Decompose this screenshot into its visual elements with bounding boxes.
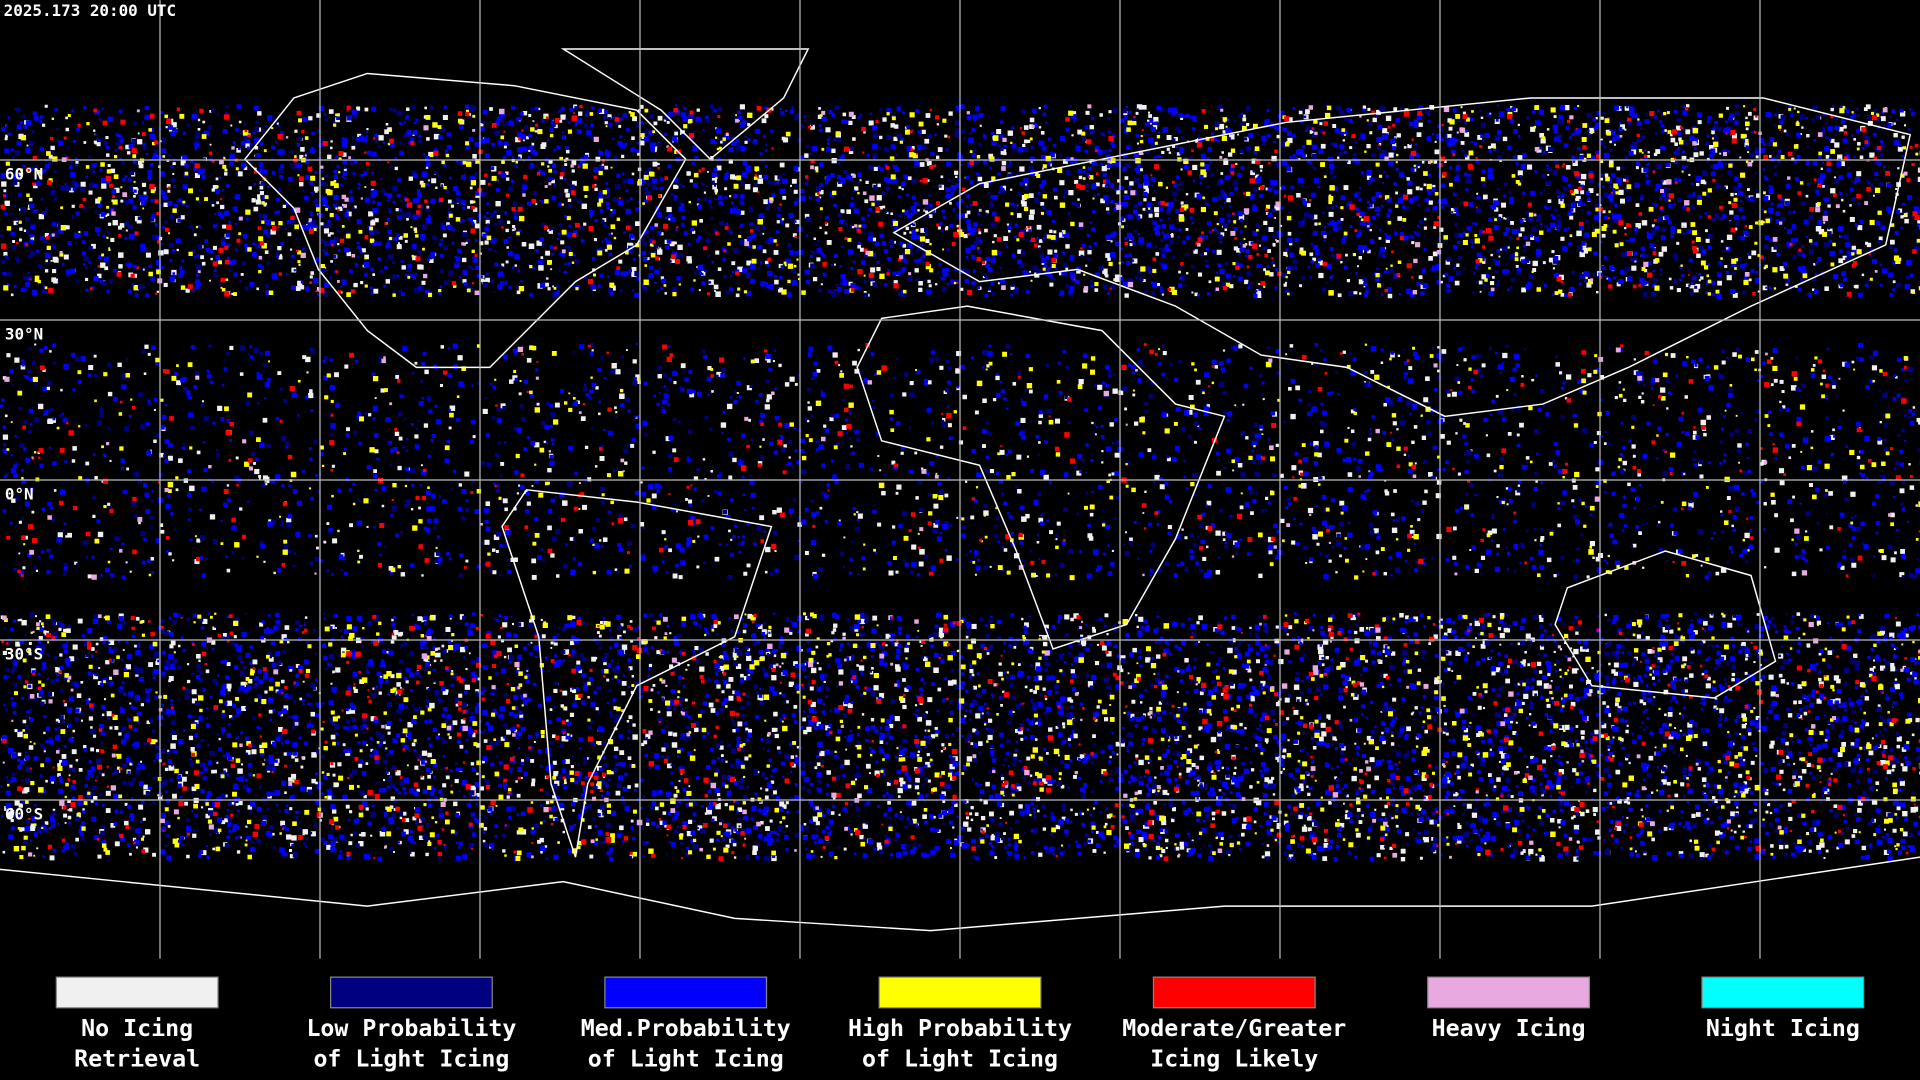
africa xyxy=(856,305,1226,650)
north-america xyxy=(243,72,687,369)
eurasia xyxy=(892,97,1912,418)
legend-label: of Light Icing xyxy=(588,1046,784,1073)
legend-label: Icing Likely xyxy=(1150,1046,1318,1073)
legend-label: Heavy Icing xyxy=(1432,1015,1586,1042)
legend-swatch xyxy=(55,976,219,1009)
legend-label: of Light Icing xyxy=(313,1046,509,1073)
latitude-label: 60°N xyxy=(5,165,43,184)
latitude-label: 0°N xyxy=(5,485,34,504)
greenland xyxy=(560,48,810,161)
latitude-label: 30°S xyxy=(5,645,43,664)
legend-label: No Icing xyxy=(81,1015,193,1042)
legend-label: Moderate/Greater xyxy=(1122,1015,1346,1042)
timestamp: 2025.173 20:00 UTC xyxy=(4,1,176,20)
latitude-label: 30°N xyxy=(5,325,43,344)
legend-swatch xyxy=(1152,976,1316,1009)
legend-label: Med.Probability xyxy=(581,1015,791,1042)
icing-dots xyxy=(3,105,1920,861)
latitude-label: 60°S xyxy=(5,805,43,824)
legend-label: Night Icing xyxy=(1706,1015,1860,1042)
legend-label: of Light Icing xyxy=(862,1046,1058,1073)
south-america xyxy=(501,489,773,858)
legend-label: Retrieval xyxy=(74,1046,200,1073)
legend-swatch xyxy=(330,976,493,1009)
legend-swatch xyxy=(1427,976,1590,1009)
legend-swatch xyxy=(878,976,1042,1009)
graticule xyxy=(0,0,1920,959)
legend-label: Low Probability xyxy=(306,1015,516,1042)
legend-swatch xyxy=(604,976,768,1009)
legend: No Icing Retrieval Low Probability of Light… xyxy=(55,976,1865,1073)
antarctica xyxy=(0,856,1920,932)
latitude-labels: 60°N 30°N 0°N 30°S 60°S xyxy=(5,165,43,824)
icing-field xyxy=(0,104,1920,862)
legend-label: High Probability xyxy=(848,1015,1072,1042)
australia xyxy=(1554,550,1777,699)
coastlines xyxy=(0,48,1920,932)
legend-swatch xyxy=(1701,976,1865,1009)
